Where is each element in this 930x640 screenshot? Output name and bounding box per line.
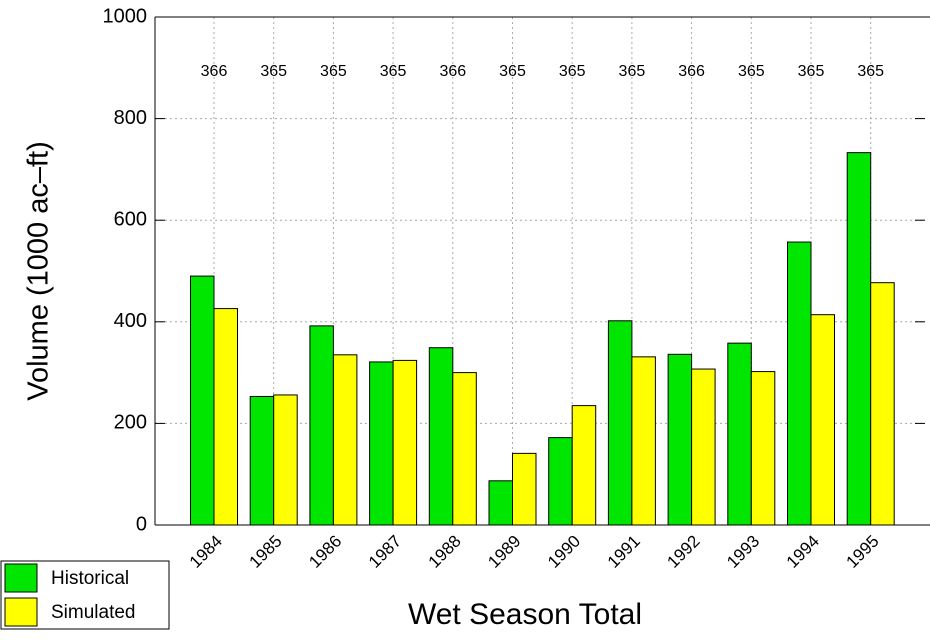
- x-tick-label: 1994: [783, 532, 823, 572]
- y-tick-label: 600: [114, 208, 147, 230]
- legend-label: Simulated: [51, 602, 136, 623]
- bar: [691, 368, 716, 526]
- x-tick-label: 1991: [604, 532, 644, 572]
- bar: [213, 308, 238, 526]
- y-tick-label: 0: [136, 513, 147, 535]
- x-tick-label: 1988: [425, 532, 465, 572]
- bar: [846, 152, 872, 526]
- bar: [667, 353, 693, 526]
- bar: [787, 241, 812, 526]
- annotation: 366: [439, 63, 466, 80]
- annotation: 365: [260, 63, 287, 80]
- bar: [392, 359, 418, 526]
- bar: [369, 361, 394, 526]
- annotation: 365: [320, 63, 347, 80]
- bar: [512, 452, 537, 526]
- legend-swatch: [4, 597, 38, 627]
- y-tick-label: 1000: [103, 5, 148, 27]
- bar: [488, 480, 513, 526]
- bar: [309, 325, 334, 526]
- bar: [631, 356, 656, 526]
- annotation: 365: [857, 63, 884, 80]
- x-tick-label: 1986: [305, 532, 345, 572]
- annotation: 366: [201, 63, 228, 80]
- bar: [548, 437, 573, 526]
- x-tick-label: 1989: [484, 532, 524, 572]
- bar: [571, 405, 597, 526]
- x-tick-label: 1995: [843, 532, 883, 572]
- bar: [750, 371, 776, 526]
- y-tick-label: 800: [114, 107, 147, 129]
- x-tick-label: 1985: [246, 532, 286, 572]
- annotation: 366: [678, 63, 705, 80]
- bar: [273, 394, 298, 526]
- bar: [727, 342, 752, 526]
- bar: [428, 347, 454, 526]
- annotation: 365: [619, 63, 646, 80]
- annotation: 365: [499, 63, 526, 80]
- y-axis-title: Volume (1000 ac–ft): [23, 141, 55, 401]
- x-tick-label: 1990: [544, 532, 584, 572]
- x-tick-label: 1992: [663, 532, 703, 572]
- annotation: 365: [738, 63, 765, 80]
- annotation: 365: [798, 63, 825, 80]
- bar: [332, 354, 358, 526]
- annotation: 365: [559, 63, 586, 80]
- y-tick-label: 400: [114, 310, 147, 332]
- bar: [190, 275, 215, 526]
- legend-swatch: [4, 563, 38, 593]
- bar: [249, 395, 275, 526]
- x-tick-label: 1987: [365, 532, 405, 572]
- y-tick-label: 200: [114, 412, 147, 434]
- bar: [810, 314, 835, 526]
- x-tick-label: 1984: [186, 532, 226, 572]
- bar: [870, 282, 895, 526]
- x-tick-label: 1993: [723, 532, 763, 572]
- annotation: 365: [380, 63, 407, 80]
- bar: [452, 372, 477, 526]
- legend-label: Historical: [51, 568, 129, 589]
- bar: [607, 320, 633, 526]
- x-axis-title: Wet Season Total: [408, 598, 642, 631]
